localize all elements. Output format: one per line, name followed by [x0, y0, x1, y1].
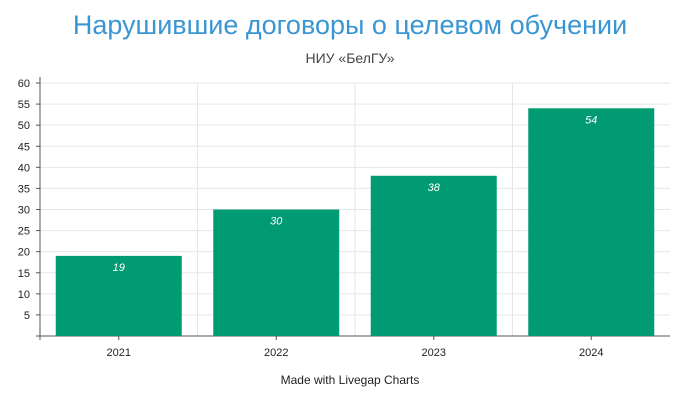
x-tick-label: 2024: [579, 347, 603, 359]
bar-value-label: 19: [113, 262, 125, 274]
bar: [528, 108, 655, 336]
credit-text: Made with Livegap Charts: [280, 373, 420, 387]
chart-subtitle: НИУ «БелГУ»: [305, 50, 395, 66]
y-tick-label: 5: [24, 310, 30, 322]
y-tick-label: 50: [18, 120, 30, 132]
y-tick-label: 60: [18, 78, 30, 90]
chart-title: Нарушившие договоры о целевом обучении: [72, 10, 628, 40]
x-tick-label: 2022: [264, 347, 288, 359]
x-tick-label: 2021: [107, 347, 131, 359]
bar: [55, 255, 182, 336]
bar: [370, 175, 497, 336]
bar-value-label: 38: [428, 182, 441, 194]
y-tick-label: 15: [18, 268, 30, 280]
x-tick-label: 2023: [422, 347, 446, 359]
bar-value-label: 30: [270, 216, 283, 228]
bar: [213, 209, 340, 336]
y-tick-label: 40: [18, 162, 30, 174]
bar-value-label: 54: [585, 114, 597, 126]
y-tick-label: 35: [18, 183, 30, 195]
y-tick-label: 25: [18, 226, 30, 238]
y-tick-label: 20: [18, 247, 30, 259]
y-tick-label: 55: [18, 99, 30, 111]
y-tick-label: 30: [18, 205, 30, 217]
y-tick-label: 45: [18, 141, 30, 153]
y-tick-label: 10: [18, 289, 30, 301]
